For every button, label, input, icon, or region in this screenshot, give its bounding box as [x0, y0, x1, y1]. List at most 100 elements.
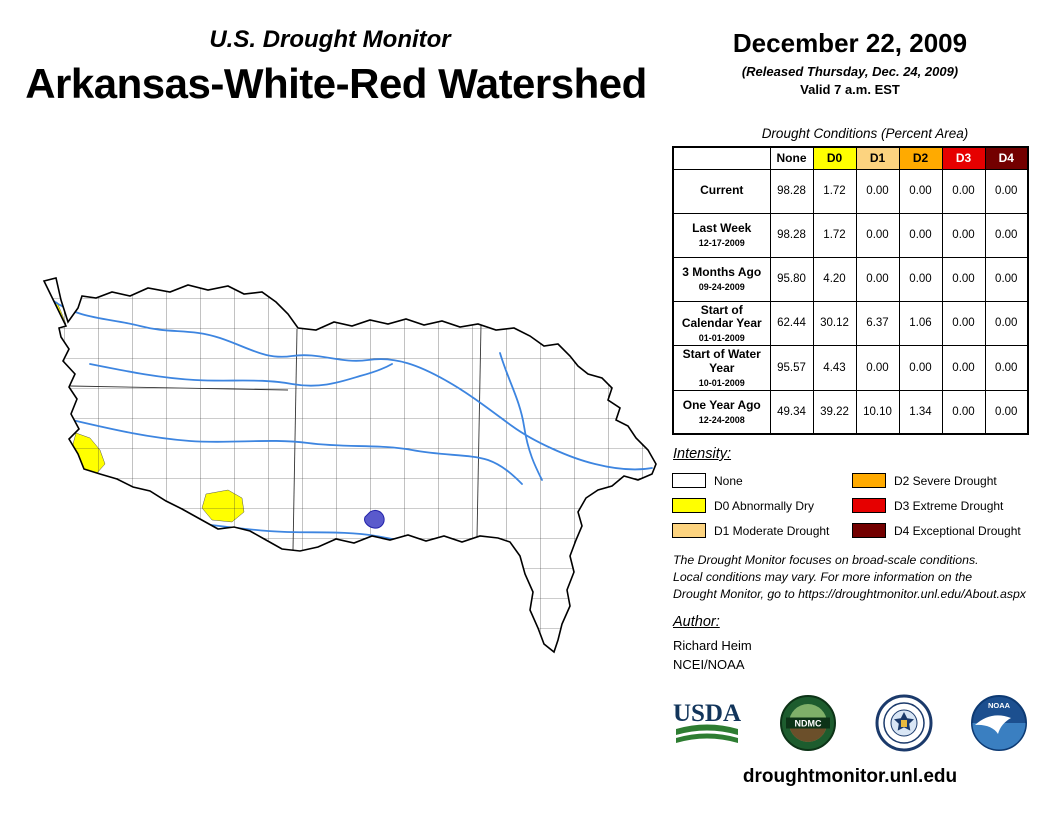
table-cell: 0.00 — [941, 256, 986, 302]
valid-time: Valid 7 a.m. EST — [800, 82, 900, 97]
table-cell: 0.00 — [984, 212, 1029, 258]
noaa-logo-svg: NOAA — [970, 695, 1027, 751]
page-title: Arkansas-White-Red Watershed — [25, 60, 647, 107]
table-row-start-water-year: Start of Water Year 10-01-2009 95.57 4.4… — [672, 345, 1029, 391]
table-row-3-months-ago: 3 Months Ago 09-24-2009 95.80 4.20 0.00 … — [672, 256, 1029, 302]
table-cell: 1.34 — [898, 389, 943, 435]
table-cell: 1.72 — [812, 212, 857, 258]
table-title: Drought Conditions (Percent Area) — [761, 126, 969, 141]
table-cell: 95.57 — [769, 345, 814, 391]
table-cell: 0.00 — [941, 168, 986, 214]
ndmc-text: NDMC — [795, 719, 822, 729]
noaa-text: NOAA — [988, 701, 1011, 710]
table-cell: 0.00 — [898, 212, 943, 258]
d2-swatch — [852, 473, 886, 488]
author-name: Richard Heim — [673, 638, 752, 653]
row-label: 3 Months Ago 09-24-2009 — [672, 256, 771, 302]
col-header-d2: D2 — [898, 146, 943, 170]
table-header-row: None D0 D1 D2 D3 D4 — [672, 146, 1029, 170]
table-cell: 62.44 — [769, 300, 814, 347]
table-cell: 0.00 — [941, 389, 986, 435]
map-date: December 22, 2009 — [732, 28, 968, 58]
col-header-none: None — [769, 146, 814, 170]
d4-swatch — [852, 523, 886, 538]
commerce-seal-svg — [875, 694, 933, 752]
watershed-map-svg — [42, 277, 657, 654]
report-kicker: U.S. Drought Monitor — [209, 26, 451, 53]
table-cell: 0.00 — [984, 256, 1029, 302]
legend-column-left: None D0 Abnormally Dry D1 Moderate Droug… — [672, 468, 829, 543]
table-cell: 30.12 — [812, 300, 857, 347]
table-row-start-calendar-year: Start of Calendar Year 01-01-2009 62.44 … — [672, 300, 1029, 347]
author-org: NCEI/NOAA — [673, 657, 745, 672]
table-corner-cell — [672, 146, 771, 170]
legend-item-none: None — [672, 468, 829, 493]
col-header-d4: D4 — [984, 146, 1029, 170]
table-cell: 1.72 — [812, 168, 857, 214]
water-body — [364, 509, 385, 529]
none-swatch — [672, 473, 706, 488]
legend-column-right: D2 Severe Drought D3 Extreme Drought D4 … — [852, 468, 1021, 543]
col-header-d3: D3 — [941, 146, 986, 170]
site-url: droughtmonitor.unl.edu — [742, 766, 958, 787]
author-heading: Author: — [673, 614, 720, 630]
table-cell: 39.22 — [812, 389, 857, 435]
usda-logo: USDA — [672, 694, 742, 752]
table-cell: 49.34 — [769, 389, 814, 435]
legend-item-d3: D3 Extreme Drought — [852, 493, 1021, 518]
ndmc-logo-svg: NDMC — [780, 695, 837, 751]
table-cell: 0.00 — [898, 168, 943, 214]
legend-item-d4: D4 Exceptional Drought — [852, 518, 1021, 543]
ndmc-logo: NDMC — [779, 694, 837, 752]
table-cell: 95.80 — [769, 256, 814, 302]
row-label: One Year Ago 12-24-2008 — [672, 389, 771, 435]
disclaimer-text: The Drought Monitor focuses on broad-sca… — [673, 553, 1026, 601]
date-block: December 22, 2009 (Released Thursday, De… — [672, 28, 1028, 97]
legend-item-d1: D1 Moderate Drought — [672, 518, 829, 543]
d1-swatch — [672, 523, 706, 538]
legend-title: Intensity: — [673, 446, 732, 462]
table-row-one-year-ago: One Year Ago 12-24-2008 49.34 39.22 10.1… — [672, 389, 1029, 435]
table-cell: 98.28 — [769, 168, 814, 214]
table-cell: 0.00 — [898, 256, 943, 302]
watershed-map — [30, 268, 670, 678]
table-cell: 4.20 — [812, 256, 857, 302]
table-row-last-week: Last Week 12-17-2009 98.28 1.72 0.00 0.0… — [672, 212, 1029, 258]
usda-text: USDA — [673, 700, 741, 727]
table-cell: 98.28 — [769, 212, 814, 258]
legend-item-d2: D2 Severe Drought — [852, 468, 1021, 493]
county-boundaries — [44, 278, 656, 652]
table-cell: 0.00 — [855, 168, 900, 214]
drought-conditions-table: None D0 D1 D2 D3 D4 Current 98.28 1.72 0… — [672, 146, 1029, 436]
col-header-d0: D0 — [812, 146, 857, 170]
released-date: (Released Thursday, Dec. 24, 2009) — [741, 64, 959, 79]
d0-swatch — [672, 498, 706, 513]
table-cell: 0.00 — [984, 168, 1029, 214]
table-cell: 10.10 — [855, 389, 900, 435]
table-cell: 0.00 — [984, 345, 1029, 391]
table-cell: 0.00 — [941, 212, 986, 258]
usda-logo-svg: USDA — [673, 700, 741, 743]
table-cell: 0.00 — [855, 212, 900, 258]
table-cell: 0.00 — [984, 300, 1029, 347]
legend-item-d0: D0 Abnormally Dry — [672, 493, 829, 518]
d3-swatch — [852, 498, 886, 513]
row-label: Current — [672, 168, 771, 214]
table-cell: 0.00 — [898, 345, 943, 391]
row-label: Last Week 12-17-2009 — [672, 212, 771, 258]
table-cell: 0.00 — [855, 256, 900, 302]
table-cell: 6.37 — [855, 300, 900, 347]
table-cell: 1.06 — [898, 300, 943, 347]
commerce-seal-logo — [875, 694, 933, 752]
row-label: Start of Calendar Year 01-01-2009 — [672, 300, 771, 347]
noaa-logo: NOAA — [970, 694, 1028, 752]
table-cell: 0.00 — [941, 300, 986, 347]
table-row-current: Current 98.28 1.72 0.00 0.00 0.00 0.00 — [672, 168, 1029, 214]
watershed-outline — [42, 277, 657, 654]
row-label: Start of Water Year 10-01-2009 — [672, 345, 771, 391]
logo-row: USDA NDMC — [672, 688, 1028, 758]
table-cell: 4.43 — [812, 345, 857, 391]
table-cell: 0.00 — [984, 389, 1029, 435]
table-cell: 0.00 — [941, 345, 986, 391]
